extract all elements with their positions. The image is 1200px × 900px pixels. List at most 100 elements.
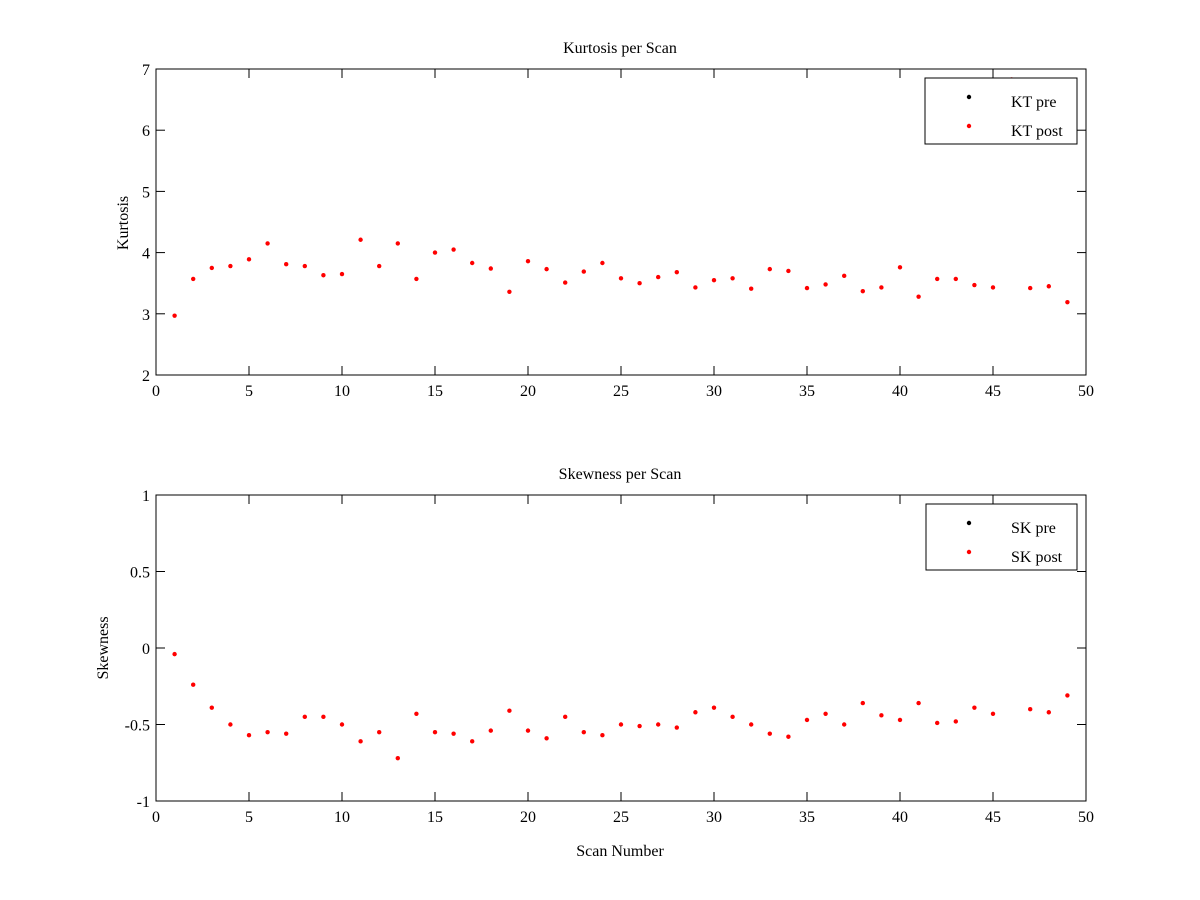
skewness-point-post xyxy=(972,705,977,710)
skewness-point-post xyxy=(563,714,568,720)
kurtosis-point-post xyxy=(767,266,772,272)
skewness-point-post xyxy=(377,729,382,735)
kurtosis-point-post xyxy=(414,276,419,282)
skewness-point-post xyxy=(321,714,326,720)
kurtosis-point-post xyxy=(749,286,754,291)
kurtosis-point-post xyxy=(618,276,624,281)
kurtosis-point-post xyxy=(656,274,661,280)
kurtosis-point-post xyxy=(507,289,512,294)
skewness-point-post xyxy=(953,719,958,724)
kurtosis-point-post xyxy=(897,265,903,270)
skewness-x-tick-label: 40 xyxy=(892,809,908,826)
skewness-point-post xyxy=(414,711,419,716)
skewness-legend-marker-post xyxy=(966,549,972,555)
kurtosis-point-post xyxy=(581,269,586,274)
kurtosis-point-post xyxy=(860,288,865,294)
skewness-point-post xyxy=(432,729,438,735)
kurtosis-x-tick-label: 50 xyxy=(1078,383,1094,400)
kurtosis-point-post xyxy=(451,247,456,252)
skewness-y-axis-label: Skewness xyxy=(95,616,112,679)
skewness-y-tick-label: 0.5 xyxy=(130,565,150,582)
skewness-point-post xyxy=(786,734,791,739)
skewness-point-post xyxy=(842,722,847,727)
kurtosis-legend-marker-post xyxy=(966,123,972,129)
skewness-plot-frame xyxy=(155,494,1087,802)
kurtosis-y-axis-label: Kurtosis xyxy=(115,196,132,250)
kurtosis-legend-label-pre: KT pre xyxy=(1011,94,1056,111)
kurtosis-y-tick-label: 6 xyxy=(142,123,150,140)
skewness-legend-box xyxy=(925,503,1078,571)
skewness-point-post xyxy=(990,711,996,716)
kurtosis-legend-label-post: KT post xyxy=(1011,123,1063,140)
skewness-x-tick-label: 5 xyxy=(245,809,253,826)
skewness-x-tick-label: 50 xyxy=(1078,809,1094,826)
skewness-y-tick-label: 1 xyxy=(142,488,150,505)
skewness-point-post xyxy=(544,736,549,741)
skewness-point-post xyxy=(265,729,270,735)
skewness-point-post xyxy=(191,682,196,687)
skewness-point-post xyxy=(228,722,233,727)
kurtosis-x-tick-label: 20 xyxy=(520,383,536,400)
kurtosis-x-tick-label: 35 xyxy=(799,383,815,400)
skewness-point-post xyxy=(860,700,865,706)
skewness-point-post xyxy=(897,717,903,723)
skewness-point-post xyxy=(581,729,586,735)
kurtosis-point-post xyxy=(265,241,270,246)
skewness-chart-title: Skewness per Scan xyxy=(559,466,682,483)
kurtosis-point-post xyxy=(525,258,531,264)
skewness-x-tick-label: 30 xyxy=(706,809,722,826)
kurtosis-point-post xyxy=(1028,285,1033,291)
skewness-point-post xyxy=(339,722,345,727)
kurtosis-point-post xyxy=(804,285,810,291)
kurtosis-point-post xyxy=(786,268,791,274)
kurtosis-point-post xyxy=(1065,299,1070,305)
skewness-x-tick-label: 15 xyxy=(427,809,443,826)
skewness-point-post xyxy=(1028,707,1033,712)
skewness-x-axis-label: Scan Number xyxy=(576,843,664,860)
skewness-panel: Skewness per Scan Skewness Scan Number 0… xyxy=(95,466,1094,860)
kurtosis-legend-box xyxy=(924,77,1078,145)
skewness-point-post xyxy=(674,725,679,730)
kurtosis-point-post xyxy=(377,263,382,269)
skewness-point-post xyxy=(284,731,289,736)
skewness-point-post xyxy=(935,720,940,726)
skewness-legend-label-pre: SK pre xyxy=(1011,520,1056,537)
skewness-point-post xyxy=(879,713,884,718)
skewness-point-post xyxy=(209,705,214,710)
skewness-point-post xyxy=(804,717,810,723)
skewness-point-post xyxy=(395,755,400,761)
kurtosis-point-post xyxy=(1046,284,1052,289)
kurtosis-point-post xyxy=(358,237,363,242)
kurtosis-point-post xyxy=(972,282,977,288)
kurtosis-x-tick-label: 15 xyxy=(427,383,443,400)
skewness-point-post xyxy=(749,722,754,727)
kurtosis-legend: KT pre KT post xyxy=(924,77,1078,145)
kurtosis-point-post xyxy=(823,282,828,287)
kurtosis-y-tick-label: 5 xyxy=(142,184,150,201)
skewness-point-post xyxy=(1046,710,1052,715)
skewness-point-post xyxy=(302,714,307,720)
kurtosis-y-tick-label: 2 xyxy=(142,368,150,385)
kurtosis-point-post xyxy=(246,257,252,262)
skewness-point-post xyxy=(767,731,772,736)
skewness-legend-marker-pre xyxy=(966,520,972,526)
kurtosis-y-tick-label: 4 xyxy=(142,246,150,263)
kurtosis-point-post xyxy=(302,263,307,269)
kurtosis-data-points xyxy=(172,77,1070,318)
kurtosis-point-post xyxy=(544,266,549,272)
kurtosis-plot-frame xyxy=(155,68,1087,376)
skewness-point-post xyxy=(711,705,717,710)
skewness-x-tick-label: 0 xyxy=(152,809,160,826)
kurtosis-x-tick-label: 10 xyxy=(334,383,350,400)
skewness-point-post xyxy=(172,651,177,657)
skewness-point-post xyxy=(637,723,642,729)
skewness-x-tick-label: 20 xyxy=(520,809,536,826)
skewness-point-post xyxy=(358,739,363,744)
skewness-point-post xyxy=(470,739,475,744)
kurtosis-point-post xyxy=(953,276,958,282)
skewness-y-tick-label: -0.5 xyxy=(125,718,150,735)
kurtosis-point-post xyxy=(395,241,400,246)
kurtosis-point-post xyxy=(990,285,996,290)
